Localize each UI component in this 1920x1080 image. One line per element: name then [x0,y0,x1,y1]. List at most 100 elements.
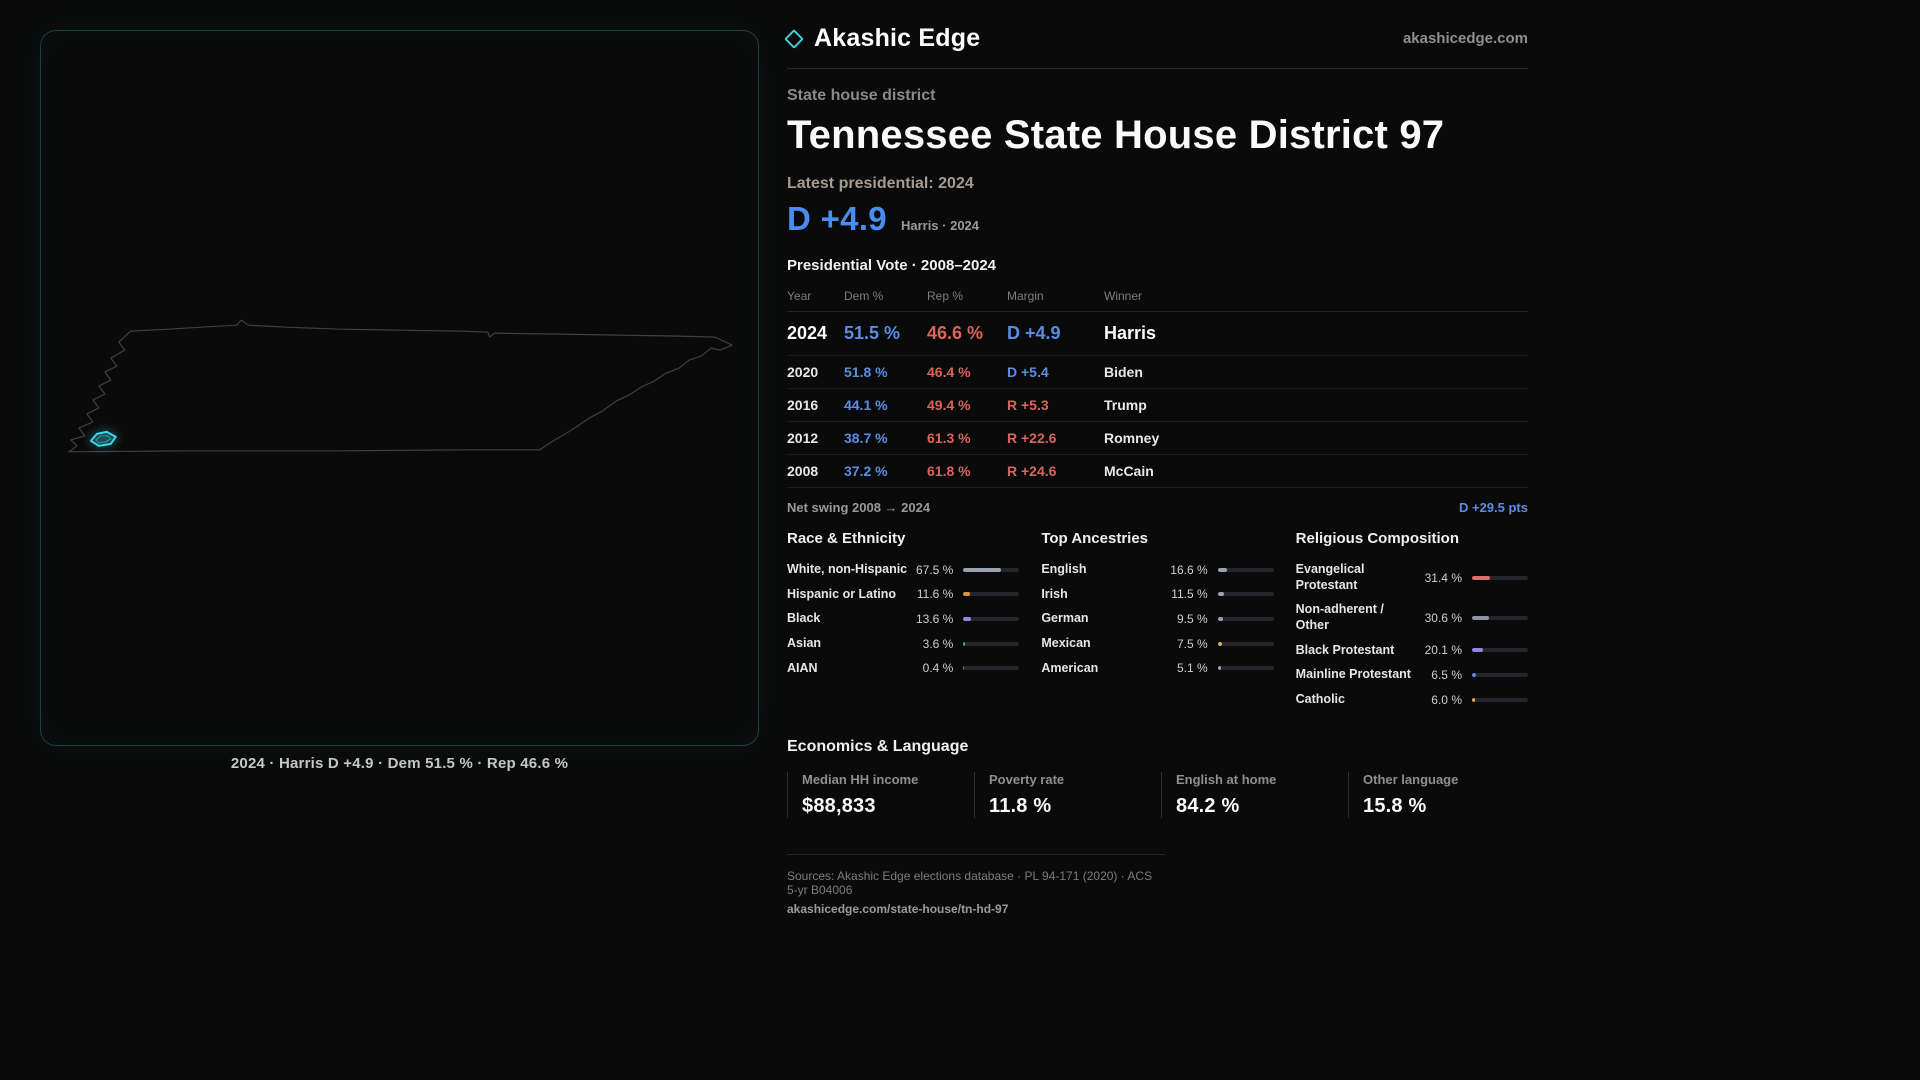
rep-pct-cell: 61.8 % [927,463,971,479]
demo-value: 6.5 % [1431,667,1462,682]
demo-label: American [1041,660,1099,675]
brand-website-link[interactable]: akashicedge.com [1402,30,1528,47]
district-map-panel [40,30,759,746]
race-ethnicity-section: Race & Ethnicity White, non-Hispanic 67.… [787,530,1020,716]
col-header-year: Year [787,289,812,303]
demo-label: Mexican [1041,635,1091,650]
vote-row-2024: 2024 51.5 % 46.6 % D +4.9 Harris [787,312,1528,356]
demo-label: English [1041,562,1087,576]
margin-cell: R +24.6 [1007,463,1057,479]
tennessee-map-svg [68,319,733,453]
dem-pct-cell: 51.8 % [844,364,888,380]
demo-row: Catholic 6.0 % [1296,692,1528,708]
winner-cell: Trump [1104,397,1147,413]
stat-value: 15.8 % [1363,795,1427,818]
dem-pct-cell: 51.5 % [844,323,901,343]
col-header-dem: Dem % [844,289,884,303]
map-caption: 2024 · Harris D +4.9 · Dem 51.5 % · Rep … [230,755,569,772]
demographics-grid: Race & Ethnicity White, non-Hispanic 67.… [787,530,1528,716]
stat-value: 11.8 % [989,795,1052,818]
presidential-vote-table: Year Dem % Rep % Margin Winner 2024 51.5… [787,282,1528,488]
demo-value: 6.0 % [1431,692,1462,707]
net-swing-label: Net swing 2008 → 2024 [787,500,931,515]
dem-pct-cell: 38.7 % [844,430,888,446]
report-footer: Sources: Akashic Edge elections database… [787,854,1165,916]
demo-label: AIAN [787,660,818,675]
top-ancestries-section: Top Ancestries English 16.6 % Irish 11.5… [1041,530,1274,716]
demo-value: 7.5 % [1176,636,1208,651]
year-cell: 2008 [787,463,819,479]
demo-value: 67.5 % [915,562,954,577]
demo-bar [1217,617,1274,622]
demo-value: 30.6 % [1424,610,1462,625]
rep-pct-cell: 49.4 % [927,397,971,413]
demo-value: 9.5 % [1176,612,1208,627]
vote-table-title: Presidential Vote · 2008–2024 [787,257,997,274]
stat-median-hh-income: Median HH income $88,833 [787,772,974,819]
religious-composition-title: Religious Composition [1295,530,1459,547]
demo-row: English 16.6 % [1041,562,1274,578]
stat-label: Median HH income [802,772,919,788]
rep-pct-cell: 46.6 % [927,323,984,343]
headline-margin-detail: Harris · 2024 [900,218,980,233]
top-ancestries-title: Top Ancestries [1041,530,1149,547]
demo-bar [1471,615,1528,620]
brand-header: Akashic Edge akashicedge.com [784,24,1528,69]
demo-row: German 9.5 % [1041,611,1274,627]
headline-margin-value: D +4.9 [787,200,887,237]
winner-cell: Romney [1104,430,1160,446]
demo-bar [963,641,1020,646]
page-title: Tennessee State House District 97 [787,113,1445,157]
margin-cell: R +22.6 [1007,430,1057,446]
district-report: Akashic Edge akashicedge.com State house… [784,24,1528,916]
col-header-margin: Margin [1007,289,1044,303]
vote-table-header-row: Year Dem % Rep % Margin Winner [787,282,1528,312]
winner-cell: Harris [1104,323,1157,343]
net-swing-value: D +29.5 pts [1458,500,1528,515]
year-cell: 2024 [787,323,828,343]
race-ethnicity-title: Race & Ethnicity [787,530,906,547]
demo-label: Asian [787,635,822,650]
demo-bar [1217,666,1274,671]
stat-value: $88,833 [802,795,876,818]
col-header-rep: Rep % [927,289,964,303]
stat-label: Poverty rate [989,772,1065,788]
rep-pct-cell: 46.4 % [927,364,971,380]
demo-value: 0.4 % [922,661,954,676]
demo-bar [963,617,1020,622]
demo-bar [1471,648,1528,653]
demo-row: Hispanic or Latino 11.6 % [787,587,1020,603]
demo-bar [963,592,1020,597]
dem-pct-cell: 37.2 % [844,463,888,479]
demo-value: 16.6 % [1170,562,1208,577]
demo-bar [1471,575,1528,580]
demo-label: Mainline Protestant [1295,667,1411,682]
headline-margin-row: D +4.9 Harris · 2024 [787,200,1528,238]
religious-composition-section: Religious Composition Evangelical Protes… [1296,530,1528,716]
demo-label: Irish [1041,586,1068,601]
vote-row-2008: 2008 37.2 % 61.8 % R +24.6 McCain [787,455,1528,488]
stat-other-language: Other language 15.8 % [1348,772,1535,819]
margin-cell: R +5.3 [1007,397,1049,413]
demo-bar [1471,672,1528,677]
permalink-url[interactable]: akashicedge.com/state-house/tn-hd-97 [787,902,1009,917]
demo-row: Black Protestant 20.1 % [1296,643,1528,659]
sources-text: Sources: Akashic Edge elections database… [787,869,1153,898]
margin-cell: D +5.4 [1007,364,1049,380]
economics-language-title: Economics & Language [787,738,969,756]
demo-value: 20.1 % [1424,643,1462,658]
winner-cell: Biden [1104,364,1143,380]
stat-value: 84.2 % [1176,795,1240,818]
demo-value: 3.6 % [922,636,954,651]
demo-bar [963,666,1020,671]
demo-bar [1471,697,1528,702]
vote-row-2020: 2020 51.8 % 46.4 % D +5.4 Biden [787,356,1528,389]
district-97-highlight[interactable] [89,430,117,447]
demo-row: AIAN 0.4 % [787,660,1020,677]
stat-label: English at home [1176,772,1277,788]
stat-english-at-home: English at home 84.2 % [1161,772,1348,819]
vote-row-2012: 2012 38.7 % 61.3 % R +22.6 Romney [787,422,1528,455]
winner-cell: McCain [1104,463,1154,479]
demo-row: Mexican 7.5 % [1041,635,1274,652]
district-97-inner-outline [95,435,112,444]
